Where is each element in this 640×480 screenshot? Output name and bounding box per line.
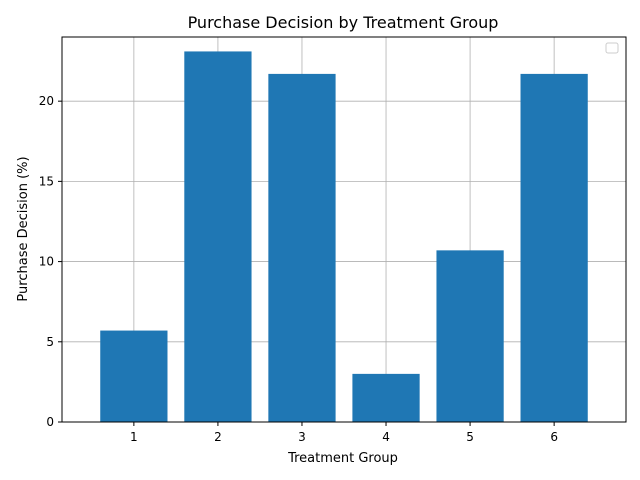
- plot-frame: [61, 36, 627, 423]
- bar-group-4: [352, 373, 420, 422]
- bar-group-6: [520, 73, 588, 422]
- x-tick-label: 5: [466, 430, 474, 444]
- x-tick-label: 3: [298, 430, 306, 444]
- y-axis-ticks: 0 5 10 15 20: [39, 94, 62, 429]
- chart-title: Purchase Decision by Treatment Group: [188, 13, 499, 32]
- y-tick-label: 0: [46, 415, 54, 429]
- y-tick-label: 15: [39, 174, 54, 188]
- bar-group-2: [184, 51, 252, 422]
- y-tick-label: 20: [39, 94, 54, 108]
- x-tick-label: 6: [550, 430, 558, 444]
- x-tick-label: 4: [382, 430, 390, 444]
- bar-group-3: [268, 73, 336, 422]
- bar-group-5: [436, 250, 504, 422]
- y-tick-label: 10: [39, 255, 54, 269]
- x-axis-ticks: 1 2 3 4 5 6: [130, 422, 558, 444]
- bar-group-1: [100, 330, 168, 422]
- x-tick-label: 2: [214, 430, 222, 444]
- y-axis-label: Purchase Decision (%): [16, 156, 31, 301]
- bars: [100, 51, 588, 422]
- x-tick-label: 1: [130, 430, 138, 444]
- y-tick-label: 5: [46, 335, 54, 349]
- x-axis-label: Treatment Group: [287, 451, 398, 466]
- legend-box: [605, 42, 619, 54]
